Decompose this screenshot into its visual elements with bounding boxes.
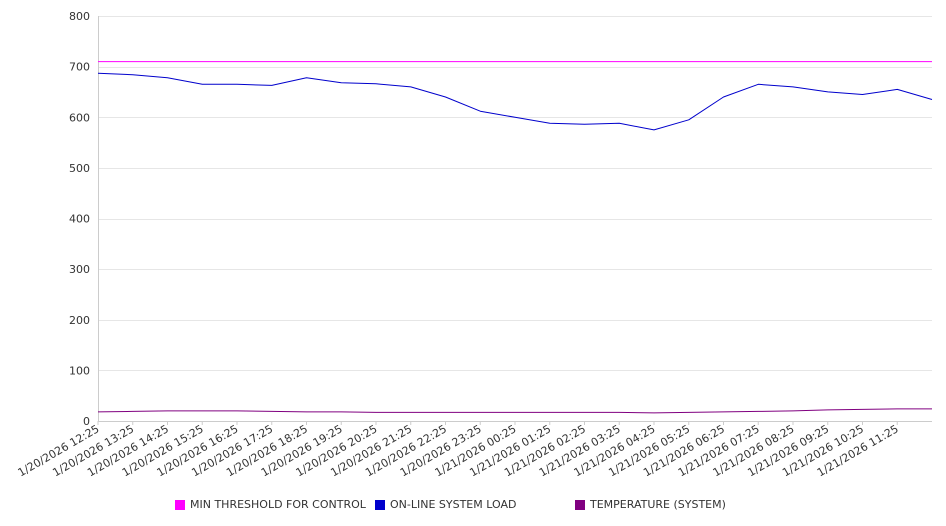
axes xyxy=(98,16,932,422)
x-tick-labels: 1/20/2026 12:251/20/2026 13:251/20/2026 … xyxy=(16,421,901,479)
series-lines xyxy=(97,61,933,414)
legend-label-min-threshold: MIN THRESHOLD FOR CONTROL xyxy=(190,498,366,511)
series-line-system-load[interactable] xyxy=(97,72,933,131)
y-tick-labels: 0 100 200 300 400 500 600 700 800 xyxy=(69,10,90,428)
legend-label-system-load: ON-LINE SYSTEM LOAD xyxy=(390,498,517,511)
grid-lines xyxy=(98,16,932,371)
series-line-temperature[interactable] xyxy=(97,408,932,414)
legend-item-temperature[interactable]: TEMPERATURE (SYSTEM) xyxy=(575,498,726,511)
y-tick-label: 200 xyxy=(69,314,90,327)
legend-item-min-threshold[interactable]: MIN THRESHOLD FOR CONTROL xyxy=(175,498,366,511)
y-tick-label: 300 xyxy=(69,263,90,276)
y-tick-label: 100 xyxy=(69,364,90,377)
legend-swatch-min-threshold xyxy=(175,499,185,510)
y-tick-label: 500 xyxy=(69,162,90,175)
legend-label-temperature: TEMPERATURE (SYSTEM) xyxy=(590,498,726,511)
legend-item-system-load[interactable]: ON-LINE SYSTEM LOAD xyxy=(375,498,516,511)
legend-swatch-system-load xyxy=(375,499,385,510)
y-tick-label: 400 xyxy=(69,213,90,226)
y-tick-label: 800 xyxy=(69,10,90,23)
legend: MIN THRESHOLD FOR CONTROL ON-LINE SYSTEM… xyxy=(0,498,946,514)
y-tick-label: 600 xyxy=(69,111,90,124)
legend-swatch-temperature xyxy=(575,499,585,510)
y-tick-label: 700 xyxy=(69,61,90,74)
y-tick-label: 0 xyxy=(83,415,90,428)
